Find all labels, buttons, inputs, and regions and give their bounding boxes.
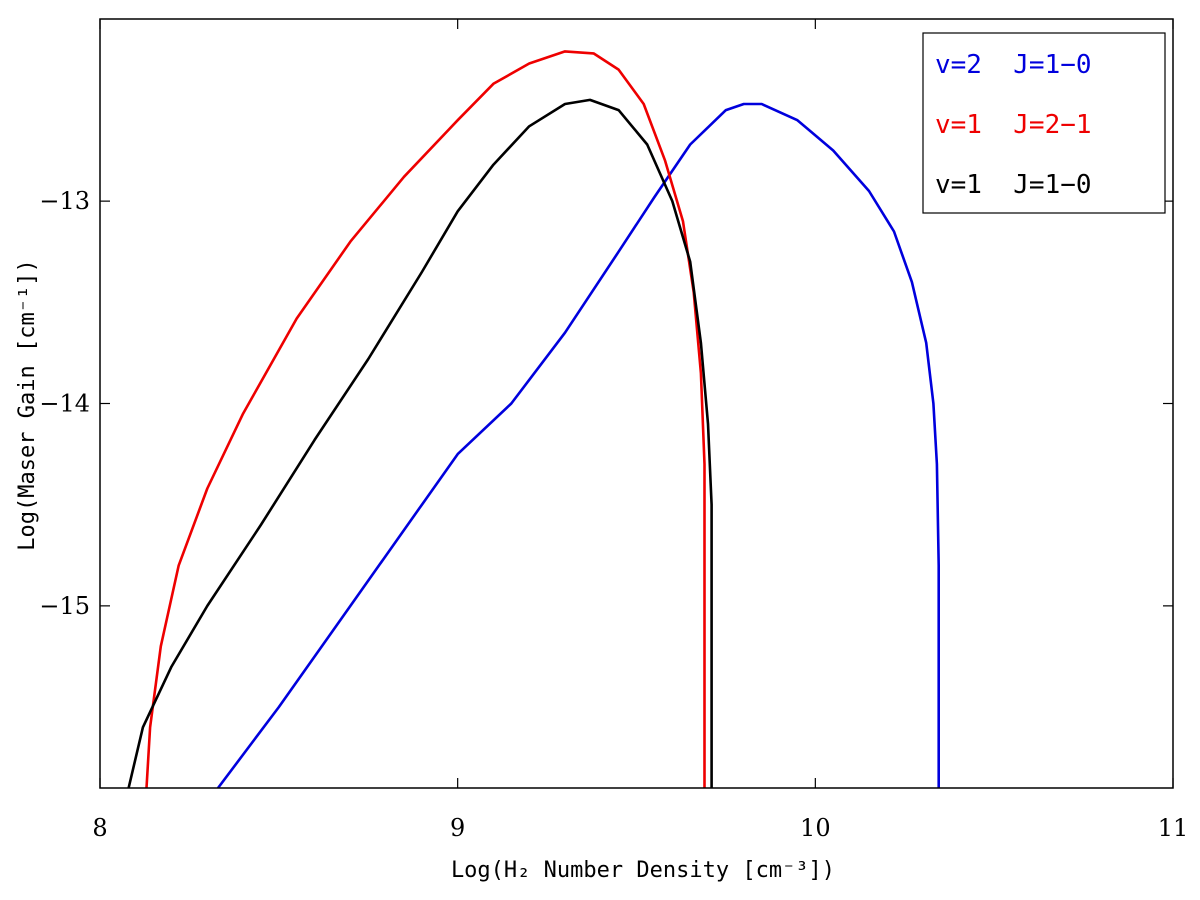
- x-tick-label: 9: [450, 814, 465, 842]
- series-line-3: [127, 98, 713, 788]
- legend-entry: v=1 J=2−1: [935, 110, 1092, 140]
- x-axis-label: Log(H₂ Number Density [cm⁻³]): [451, 858, 835, 883]
- y-tick-label: −15: [39, 592, 90, 620]
- legend-entry: v=1 J=1−0: [935, 170, 1092, 200]
- x-tick-label: 11: [1158, 814, 1189, 842]
- legend-entry: v=2 J=1−0: [935, 50, 1092, 80]
- tick-labels: 8 9 10 11 −13 −14 −15: [39, 187, 1188, 842]
- x-tick-label: 10: [800, 814, 831, 842]
- series-layer: [127, 50, 940, 788]
- x-tick-label: 8: [92, 814, 107, 842]
- y-tick-label: −14: [39, 390, 90, 418]
- legend-box: [922, 32, 1166, 214]
- series-line-1: [216, 102, 940, 788]
- plot-frame: [99, 18, 1174, 789]
- y-axis-label: Log(Maser Gain [cm⁻¹]): [15, 259, 40, 550]
- legend: v=2 J=1−0 v=1 J=2−1 v=1 J=1−0: [922, 32, 1166, 214]
- y-tick-label: −13: [39, 187, 90, 215]
